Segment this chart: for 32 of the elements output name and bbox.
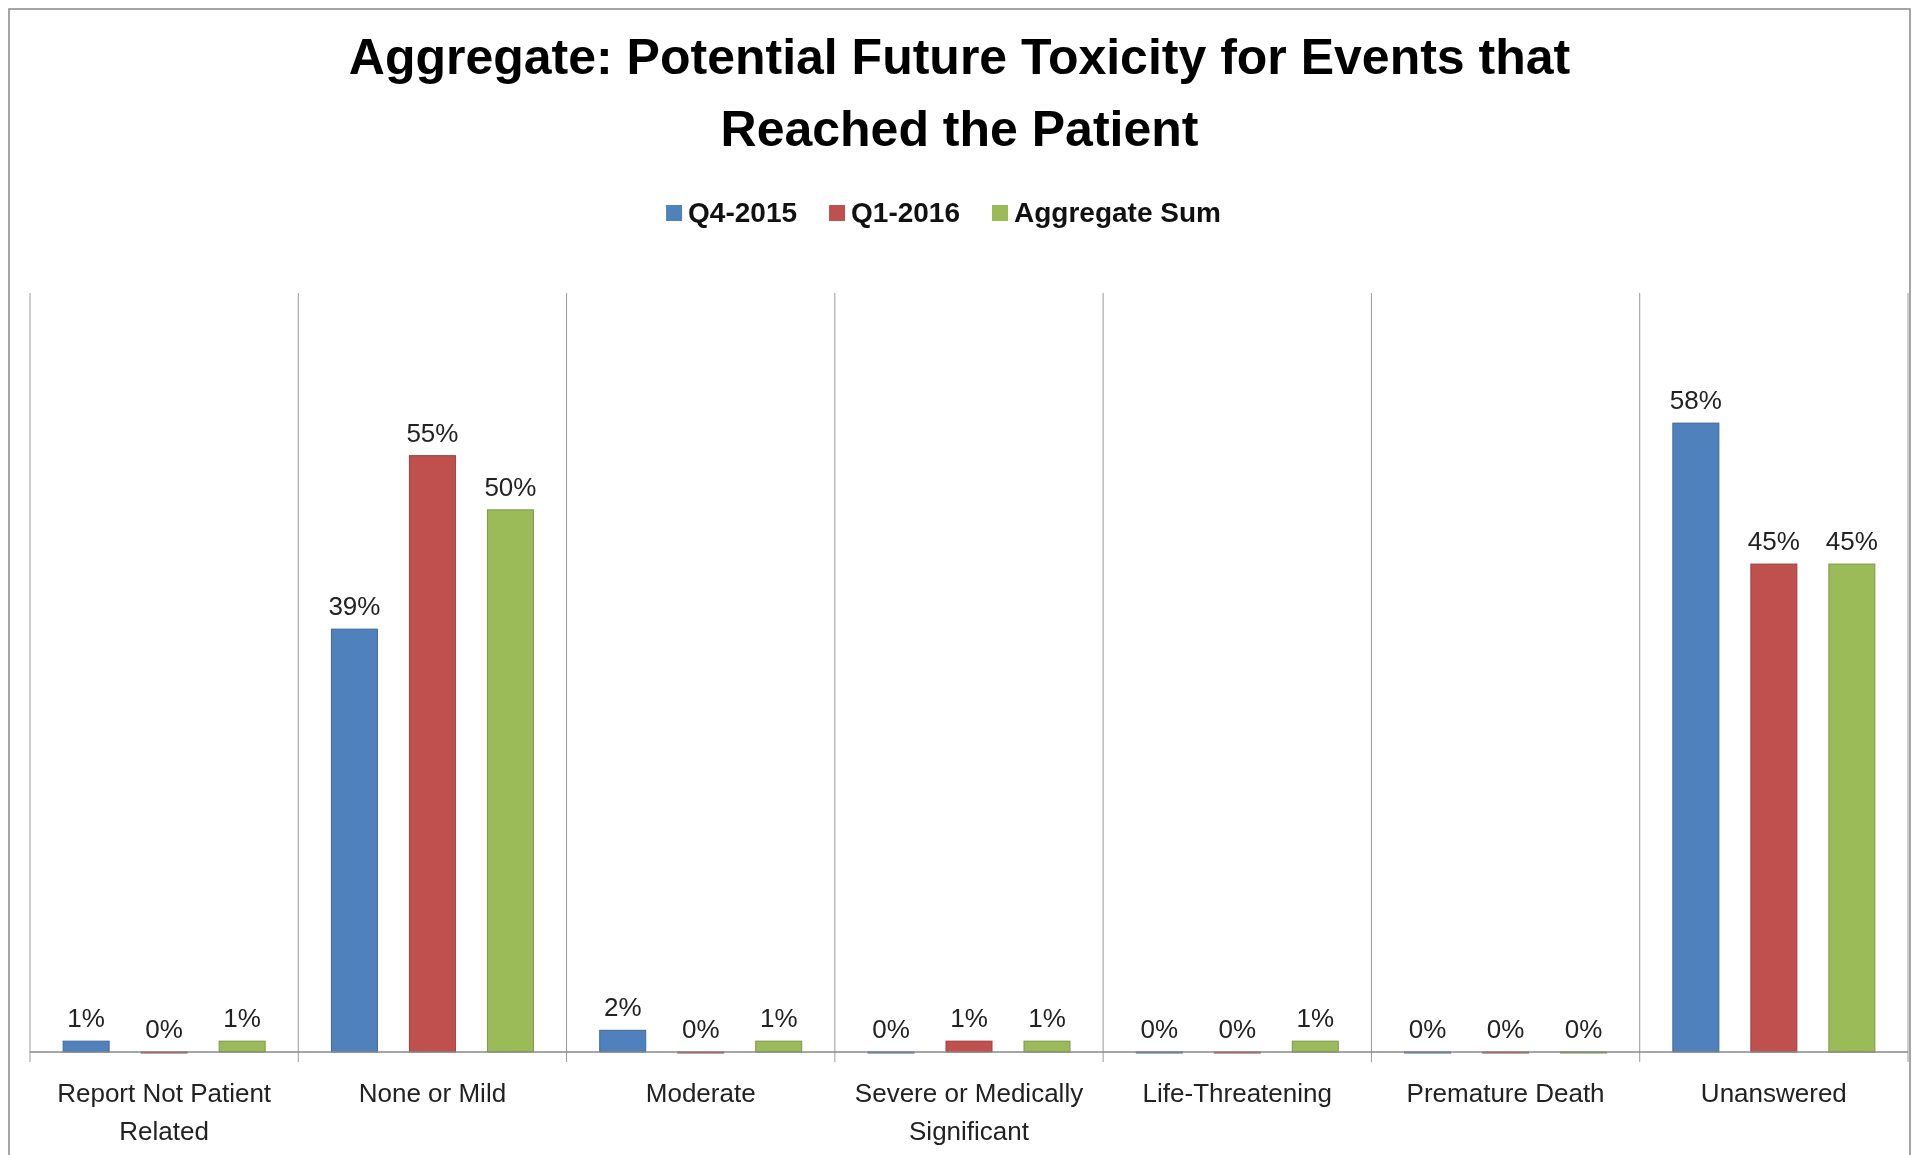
data-label: 45% <box>1825 526 1878 557</box>
legend-label: Aggregate Sum <box>1014 197 1221 228</box>
data-label: 0% <box>1218 1014 1257 1044</box>
data-label: 1% <box>759 1003 798 1034</box>
data-label: 0% <box>1140 1014 1179 1044</box>
x-tick-label: Moderate <box>645 1078 756 1108</box>
data-label: 50% <box>484 471 537 502</box>
data-label: 58% <box>1669 385 1722 416</box>
data-label: 2% <box>603 992 642 1023</box>
data-label: 0% <box>1486 1014 1525 1044</box>
legend-label: Q1-2016 <box>851 197 961 228</box>
x-tick-label: Severe or Medically Significant <box>854 1078 1084 1146</box>
data-label: 0% <box>1408 1014 1447 1044</box>
x-tick-label: Report Not Patient Related <box>57 1078 272 1146</box>
data-label: 55% <box>406 417 459 448</box>
data-label: 0% <box>681 1014 720 1044</box>
data-label: 0% <box>145 1014 183 1044</box>
data-label: 1% <box>950 1003 988 1034</box>
data-label: 1% <box>1296 1003 1335 1034</box>
chart-title: Aggregate: Potential Future Toxicity for Events that Reached the Patient <box>348 29 1571 157</box>
x-tick-label: Unanswered <box>1700 1078 1847 1108</box>
legend-label: Q4-2015 <box>688 197 798 228</box>
x-tick-label: None or Mild <box>358 1078 507 1108</box>
data-label: 0% <box>872 1014 910 1044</box>
data-label: 39% <box>328 591 381 622</box>
data-label: 1% <box>1028 1003 1066 1034</box>
x-tick-label: Life-Threatening <box>1142 1078 1332 1108</box>
x-tick-label: Premature Death <box>1406 1078 1605 1108</box>
data-label: 1% <box>223 1003 261 1034</box>
data-label: 45% <box>1747 526 1800 557</box>
data-label: 1% <box>67 1003 105 1034</box>
data-label: 0% <box>1564 1014 1603 1044</box>
